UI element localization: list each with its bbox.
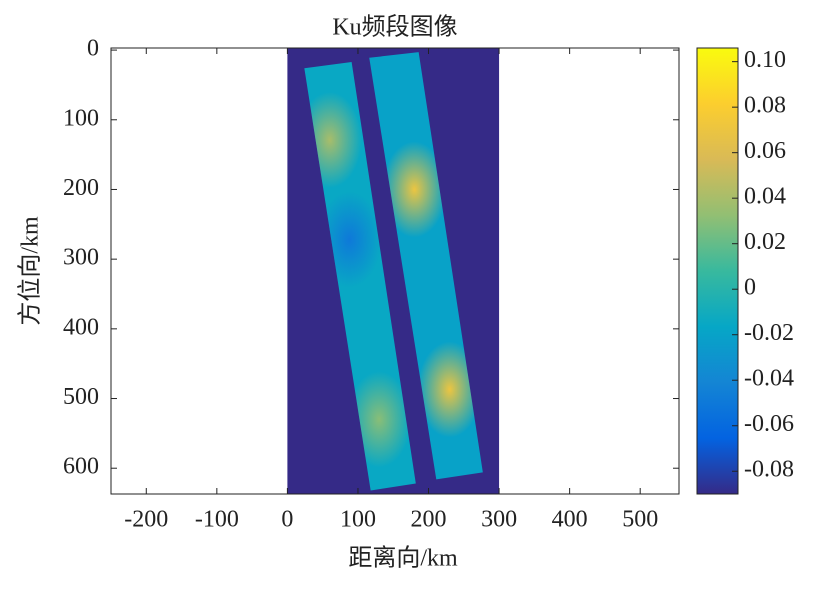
colorbar-tick-label: -0.04 [744, 366, 794, 392]
colorbar-tick-label: 0.10 [744, 47, 786, 73]
colorbar-tick-label: 0.04 [744, 184, 786, 210]
y-tick-label: 300 [63, 245, 99, 271]
x-tick-label: -100 [195, 507, 239, 533]
y-tick-label: 400 [63, 314, 99, 340]
colorbar-tick-label: 0.08 [744, 93, 786, 119]
plot-frame [110, 47, 680, 495]
hotspot [382, 141, 447, 238]
y-tick-label: 200 [63, 175, 99, 201]
y-tick-label: 500 [63, 384, 99, 410]
x-tick-label: 0 [281, 507, 293, 533]
colorbar-tick-label: 0.02 [744, 229, 786, 255]
x-tick-label: 500 [622, 507, 658, 533]
strip-hotspots [382, 141, 482, 438]
chart-title: Ku频段图像 [332, 14, 457, 41]
y-tick-label: 0 [87, 36, 99, 62]
x-tick-label: 200 [411, 507, 447, 533]
colorbar-tick-label: -0.06 [744, 411, 794, 437]
y-tick-label: 600 [63, 454, 99, 480]
x-tick-label: 300 [481, 507, 517, 533]
hotspot [417, 341, 482, 438]
colorbar-tick-label: 0.06 [744, 138, 786, 164]
colorbar-tick-label: -0.08 [744, 457, 794, 483]
y-axis-label: 方位向/km [17, 216, 44, 326]
x-tick-label: 400 [552, 507, 588, 533]
x-axis-label: 距离向/km [348, 545, 458, 572]
x-tick-label: -200 [124, 507, 168, 533]
colorbar-tick-label: -0.02 [744, 320, 794, 346]
y-tick-label: 100 [63, 105, 99, 131]
x-tick-label: 100 [340, 507, 376, 533]
colorbar [696, 47, 739, 495]
colorbar-tick-label: 0 [744, 275, 756, 301]
